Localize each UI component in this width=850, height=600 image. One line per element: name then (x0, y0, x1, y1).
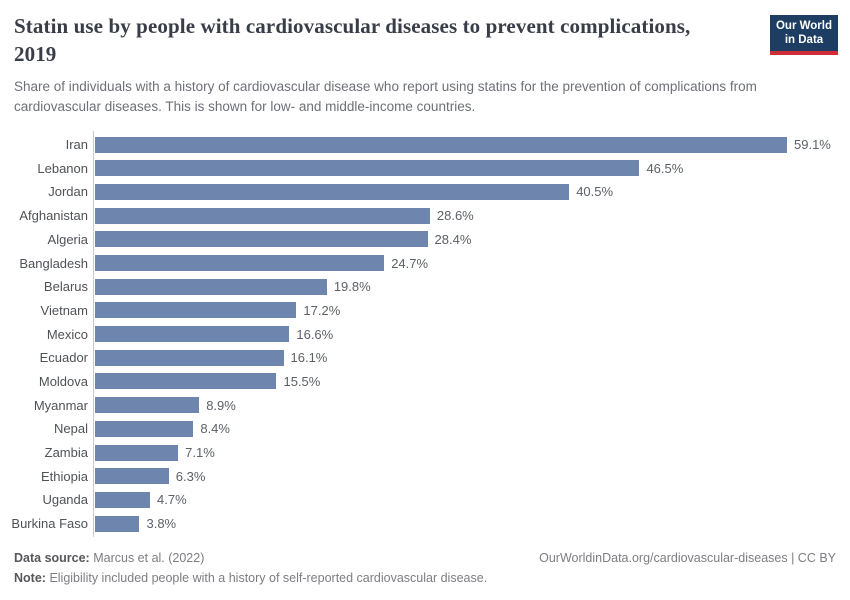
chart-subtitle: Share of individuals with a history of c… (14, 79, 757, 114)
bar (95, 349, 284, 366)
country-label: Jordan (48, 184, 88, 200)
data-source-value: Marcus et al. (2022) (93, 551, 205, 566)
bar-row: Burkina Faso 3.8% (0, 512, 850, 536)
country-label: Algeria (47, 231, 88, 247)
bar (95, 397, 200, 414)
bar-value-label: 7.1% (185, 445, 215, 461)
country-label: Mexico (46, 326, 88, 342)
bar-row: Uganda 4.7% (0, 488, 850, 512)
bar-value-label: 24.7% (391, 255, 429, 271)
bar-row: Iran 59.1% (0, 133, 850, 157)
bar-row: Lebanon 46.5% (0, 156, 850, 180)
bar-value-label: 8.4% (200, 421, 230, 437)
data-source-line: Data source: Marcus et al. (2022) (14, 549, 204, 568)
country-label: Ecuador (39, 350, 88, 366)
owid-logo-line2: in Data (784, 34, 824, 47)
bar-row: Ethiopia 6.3% (0, 464, 850, 488)
bar-value-label: 28.4% (434, 231, 472, 247)
note-label: Note: (14, 570, 46, 585)
bar-row: Myanmar 8.9% (0, 393, 850, 417)
bar-value-label: 46.5% (646, 160, 684, 176)
bar (95, 515, 140, 532)
bar-value-label: 15.5% (283, 373, 321, 389)
bar-row: Bangladesh 24.7% (0, 251, 850, 275)
country-label: Myanmar (33, 397, 88, 413)
bar (95, 278, 327, 295)
country-label: Belarus (43, 279, 88, 295)
bar-row: Zambia 7.1% (0, 441, 850, 465)
bar (95, 160, 640, 177)
owid-logo: Our World in Data (770, 15, 838, 55)
bar (95, 444, 179, 461)
bar (95, 326, 290, 343)
bar (95, 373, 277, 390)
y-axis-line (93, 130, 94, 538)
bar (95, 302, 297, 319)
country-label: Nepal (54, 421, 88, 437)
bar (95, 136, 787, 153)
bar (95, 231, 428, 248)
bar-row: Moldova 15.5% (0, 370, 850, 394)
bar (95, 207, 430, 224)
country-label: Burkina Faso (11, 516, 88, 532)
country-label: Lebanon (37, 160, 88, 176)
page-title: Statin use by people with cardiovascular… (14, 14, 691, 66)
chart-header: Statin use by people with cardiovascular… (0, 0, 850, 116)
bar-value-label: 3.8% (146, 516, 177, 532)
bar-row: Jordan 40.5% (0, 180, 850, 204)
country-label: Ethiopia (41, 468, 88, 484)
bar-value-label: 19.8% (333, 279, 371, 295)
country-label: Vietnam (40, 302, 88, 318)
bar (95, 491, 151, 508)
bar-row: Belarus 19.8% (0, 275, 850, 299)
bar-value-label: 8.9% (206, 397, 236, 413)
bar-value-label: 40.5% (576, 184, 614, 200)
country-label: Iran (65, 137, 88, 153)
bar-value-label: 4.7% (157, 492, 187, 508)
country-label: Moldova (38, 373, 88, 389)
chart-footer: Data source: Marcus et al. (2022) OurWor… (14, 549, 836, 588)
note-value: Eligibility included people with a histo… (49, 570, 488, 585)
bar (95, 255, 385, 272)
bar-row: Nepal 8.4% (0, 417, 850, 441)
bar (95, 468, 169, 485)
bar-value-label: 6.3% (175, 468, 206, 484)
bar-row: Afghanistan 28.6% (0, 204, 850, 228)
country-label: Bangladesh (19, 255, 88, 271)
bar-value-label: 17.2% (303, 302, 341, 318)
bar-row: Algeria 28.4% (0, 228, 850, 252)
country-label: Afghanistan (19, 208, 88, 224)
bar-value-label: 28.6% (436, 208, 474, 224)
owid-logo-line1: Our World (775, 20, 832, 32)
bar-row: Mexico 16.6% (0, 322, 850, 346)
bar-row: Vietnam 17.2% (0, 299, 850, 323)
license-link: OurWorldinData.org/cardiovascular-diseas… (539, 551, 836, 566)
bar-row: Ecuador 16.1% (0, 346, 850, 370)
bar-value-label: 59.1% (794, 137, 831, 153)
bar-value-label: 16.1% (290, 350, 328, 366)
bar-value-label: 16.6% (296, 326, 334, 342)
data-source-label: Data source: (14, 551, 90, 566)
bar (95, 183, 570, 200)
country-label: Zambia (44, 445, 88, 461)
bar (95, 420, 194, 437)
country-label: Uganda (42, 492, 88, 508)
bar-chart: Iran 59.1% Lebanon 46.5% Jordan 40.5% Afghanis… (0, 130, 850, 538)
